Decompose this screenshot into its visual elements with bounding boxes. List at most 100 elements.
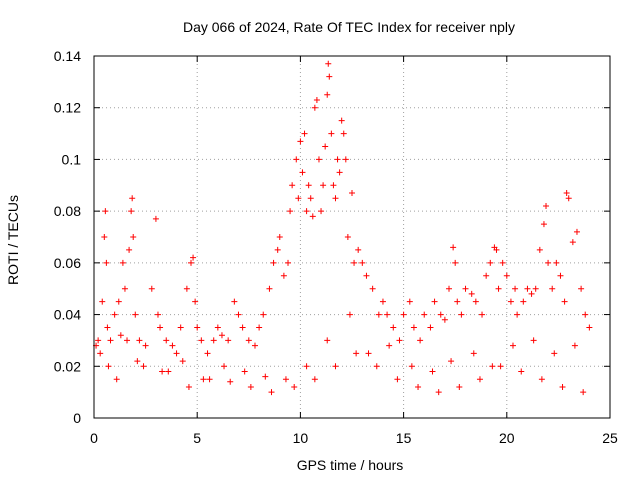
data-point <box>165 368 172 375</box>
data-point <box>289 182 296 189</box>
data-point <box>342 156 349 163</box>
y-tick-label: 0.08 <box>54 203 81 219</box>
data-point <box>104 324 111 331</box>
data-point <box>297 138 304 145</box>
data-point <box>561 298 568 305</box>
x-tick-label: 10 <box>293 430 309 446</box>
data-point <box>456 383 463 390</box>
x-tick-labels: 0 5 10 15 20 25 <box>90 430 618 446</box>
data-point <box>578 285 585 292</box>
data-point <box>188 259 195 266</box>
data-point <box>344 234 351 240</box>
data-point <box>136 337 143 344</box>
data-point <box>536 246 543 253</box>
data-point <box>119 259 126 266</box>
data-point <box>299 169 306 176</box>
data-point <box>472 298 479 305</box>
data-point <box>260 311 267 318</box>
data-point <box>282 376 289 383</box>
data-point <box>563 190 570 197</box>
data-point <box>210 337 217 344</box>
data-point <box>571 342 578 349</box>
data-point <box>518 368 525 375</box>
data-points <box>93 60 593 396</box>
data-point <box>303 208 310 215</box>
data-point <box>540 221 547 228</box>
data-point <box>336 169 343 176</box>
data-point <box>353 350 360 357</box>
data-point <box>569 239 576 246</box>
data-point <box>239 324 246 331</box>
data-point <box>549 285 556 292</box>
data-point <box>538 376 545 383</box>
data-point <box>320 182 327 189</box>
data-point <box>417 337 424 344</box>
data-point <box>408 363 415 370</box>
data-point <box>270 259 277 266</box>
data-point <box>262 373 269 380</box>
data-point <box>551 350 558 357</box>
grid-lines <box>94 56 610 418</box>
data-point <box>177 324 184 331</box>
y-tick-labels: 0 0.02 0.04 0.06 0.08 0.1 0.12 0.14 <box>54 48 81 426</box>
data-point <box>448 358 455 365</box>
x-tick-label: 25 <box>602 430 618 446</box>
data-point <box>483 272 490 279</box>
data-point <box>132 311 139 318</box>
data-point <box>291 383 298 390</box>
data-point <box>495 285 502 292</box>
data-point <box>95 337 102 344</box>
data-point <box>218 332 225 339</box>
data-point <box>276 234 283 240</box>
data-point <box>545 259 552 266</box>
data-point <box>266 285 273 292</box>
x-tick-label: 20 <box>499 430 515 446</box>
data-point <box>214 324 221 331</box>
data-point <box>580 389 587 396</box>
data-point <box>421 311 428 318</box>
data-point <box>489 363 496 370</box>
data-point <box>565 195 572 202</box>
data-point <box>349 190 355 197</box>
data-point <box>121 285 128 292</box>
data-point <box>322 143 329 150</box>
data-point <box>487 259 494 266</box>
data-point <box>318 208 325 215</box>
y-tick-label: 0.06 <box>54 255 81 271</box>
data-point <box>375 311 382 318</box>
data-point <box>479 311 486 318</box>
data-point <box>497 363 504 370</box>
data-point <box>507 298 514 305</box>
data-point <box>532 285 539 292</box>
data-point <box>528 290 535 297</box>
data-point <box>124 337 131 344</box>
data-point <box>311 376 318 383</box>
data-point <box>169 342 176 349</box>
data-point <box>99 298 106 305</box>
data-point <box>324 91 331 98</box>
data-point <box>493 246 500 253</box>
data-point <box>192 298 199 305</box>
axis-ticks <box>93 55 611 419</box>
data-point <box>503 272 510 279</box>
y-tick-label: 0.02 <box>54 358 81 374</box>
data-point <box>363 272 370 279</box>
data-point <box>129 195 136 202</box>
data-point <box>427 324 434 331</box>
data-point <box>287 208 294 215</box>
data-point <box>530 337 537 344</box>
data-point <box>468 290 475 297</box>
data-point <box>369 285 376 292</box>
data-point <box>256 324 263 331</box>
data-point <box>557 272 564 279</box>
data-point <box>185 383 192 390</box>
data-point <box>221 363 228 370</box>
plot-frame <box>93 55 611 419</box>
data-point <box>303 363 310 370</box>
data-point <box>305 182 312 189</box>
x-tick-label: 0 <box>90 430 98 446</box>
data-point <box>315 156 322 163</box>
x-axis-title: GPS time / hours <box>297 457 404 473</box>
data-point <box>148 285 155 292</box>
